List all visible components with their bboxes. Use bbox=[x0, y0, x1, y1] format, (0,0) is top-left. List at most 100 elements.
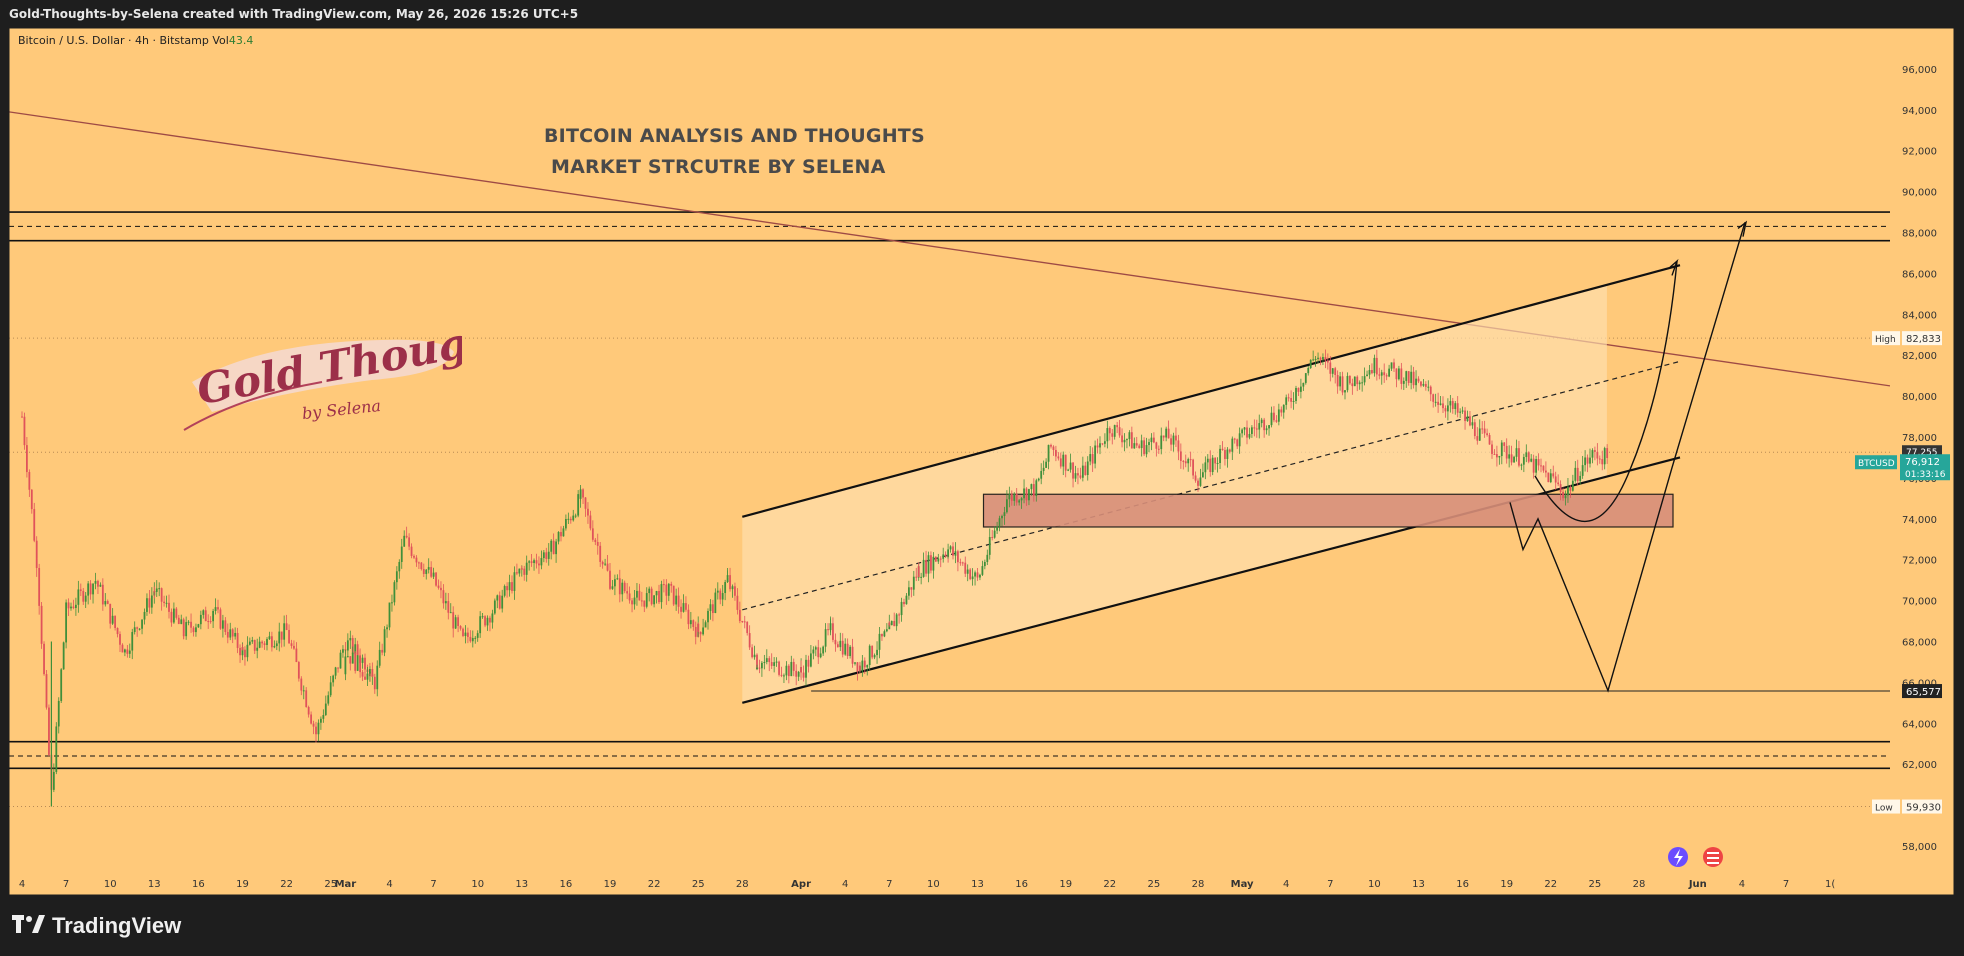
candle-body bbox=[236, 633, 239, 648]
candle-body bbox=[391, 602, 393, 604]
last-price-bg bbox=[1900, 454, 1950, 481]
y-tick-label: 88,000 bbox=[1902, 229, 1937, 240]
candle-body bbox=[1309, 359, 1312, 368]
candle-body bbox=[1292, 400, 1295, 402]
candle-body bbox=[354, 644, 357, 655]
candle-body bbox=[680, 606, 682, 612]
candle-body bbox=[1268, 425, 1270, 429]
candle-body bbox=[1079, 475, 1082, 478]
candle-body bbox=[1527, 452, 1530, 462]
candle-body bbox=[65, 612, 67, 643]
candle-body bbox=[1270, 412, 1273, 426]
candle-body bbox=[202, 610, 205, 615]
candle-body bbox=[1126, 439, 1128, 441]
candle-body bbox=[422, 569, 425, 574]
candle-body bbox=[1417, 378, 1420, 382]
candle-body bbox=[1157, 448, 1160, 450]
candle-body bbox=[878, 633, 881, 650]
candle-body bbox=[959, 562, 962, 564]
candle-body bbox=[415, 557, 418, 563]
candle-body bbox=[459, 626, 462, 629]
candle-body bbox=[1415, 378, 1417, 386]
low-tag-bg bbox=[1902, 799, 1942, 814]
candle-body bbox=[1280, 409, 1283, 413]
tradingview-logo[interactable]: TradingView bbox=[12, 913, 181, 939]
candle-body bbox=[1424, 383, 1427, 387]
candle-body bbox=[1155, 442, 1158, 449]
x-tick-label: 19 bbox=[1059, 879, 1072, 890]
candle-body bbox=[1228, 449, 1231, 452]
candle-body bbox=[964, 562, 967, 574]
candle-body bbox=[1358, 382, 1361, 385]
candle-body bbox=[807, 659, 810, 667]
candle-body bbox=[704, 622, 707, 628]
candle-body bbox=[388, 602, 391, 628]
candle-body bbox=[395, 571, 398, 583]
y-tick-label: 84,000 bbox=[1902, 310, 1937, 321]
symbol-legend[interactable]: Bitcoin / U.S. Dollar · 4h · Bitstamp Vo… bbox=[18, 34, 253, 47]
candle-body bbox=[1236, 439, 1239, 447]
candle-body bbox=[1081, 465, 1084, 478]
candle-body bbox=[92, 583, 94, 595]
candle-body bbox=[508, 582, 511, 591]
candle-body bbox=[1204, 462, 1207, 473]
candle-body bbox=[1177, 440, 1180, 452]
candle-body bbox=[97, 580, 99, 587]
x-tick-label: Jun bbox=[1688, 879, 1707, 890]
candle-body bbox=[905, 595, 908, 605]
analysis-title[interactable]: BITCOIN ANALYSIS AND THOUGHTS bbox=[544, 125, 925, 147]
candle-body bbox=[1598, 458, 1601, 460]
candle-body bbox=[1442, 403, 1444, 409]
candle-body bbox=[469, 636, 472, 642]
candle-body bbox=[1057, 456, 1060, 459]
candle-body bbox=[1540, 465, 1542, 467]
candle-body bbox=[795, 670, 798, 677]
candle-body bbox=[1172, 435, 1175, 445]
candle-body bbox=[667, 591, 670, 596]
x-tick-label: 28 bbox=[1633, 879, 1646, 890]
candle-body bbox=[1260, 419, 1263, 424]
candle-body bbox=[1380, 372, 1383, 376]
candle-body bbox=[1025, 488, 1028, 501]
candle-body bbox=[839, 640, 842, 648]
candle-body bbox=[1542, 465, 1545, 471]
candle-body bbox=[1248, 433, 1251, 438]
x-tick-label: 25 bbox=[1148, 879, 1161, 890]
candle-body bbox=[324, 703, 327, 716]
candle-body bbox=[734, 586, 736, 596]
candle-body bbox=[707, 610, 709, 623]
candle-body bbox=[917, 566, 920, 578]
candle-body bbox=[1515, 448, 1518, 457]
candle-body bbox=[1466, 416, 1469, 422]
candle-body bbox=[934, 556, 937, 562]
chart-caption: Gold-Thoughts-by-Selena created with Tra… bbox=[0, 0, 1964, 28]
y-tick-label: 62,000 bbox=[1902, 760, 1937, 771]
candle-body bbox=[1324, 356, 1327, 361]
candle-body bbox=[1562, 491, 1564, 499]
candle-body bbox=[1077, 473, 1079, 476]
candle-body bbox=[582, 489, 584, 498]
candle-body bbox=[785, 665, 788, 676]
candle-body bbox=[283, 623, 286, 640]
x-tick-label: 16 bbox=[1456, 879, 1469, 890]
analysis-subtitle[interactable]: MARKET STRCUTRE BY SELENA bbox=[551, 156, 886, 178]
candle-body bbox=[493, 600, 496, 614]
candle-body bbox=[1062, 454, 1065, 467]
x-tick-label: 10 bbox=[104, 879, 117, 890]
x-tick-label: 7 bbox=[63, 879, 69, 890]
candle-body bbox=[1106, 428, 1109, 442]
x-tick-label: 19 bbox=[604, 879, 617, 890]
candle-body bbox=[165, 602, 168, 604]
candle-body bbox=[30, 489, 33, 510]
candle-body bbox=[1584, 457, 1586, 466]
candle-body bbox=[1295, 387, 1297, 401]
candle-body bbox=[364, 657, 366, 670]
candle-body bbox=[1023, 488, 1025, 499]
tradingview-wordmark: TradingView bbox=[52, 913, 182, 938]
candle-body bbox=[976, 572, 979, 578]
candle-body bbox=[440, 587, 442, 591]
candle-body bbox=[45, 674, 48, 708]
candle-body bbox=[1319, 357, 1322, 360]
candle-body bbox=[932, 556, 935, 571]
